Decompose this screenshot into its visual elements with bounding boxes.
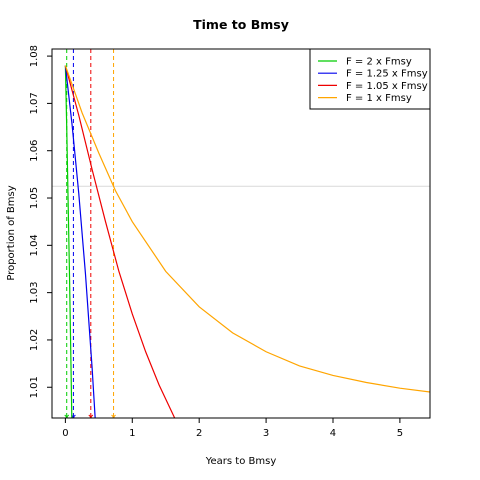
y-tick-label: 1.04 — [29, 234, 40, 256]
series-line-3 — [64, 65, 176, 418]
series-line-1 — [64, 65, 73, 418]
x-tick-label: 1 — [129, 428, 135, 439]
y-tick-label: 1.08 — [29, 45, 40, 67]
y-tick-label: 1.06 — [29, 140, 40, 162]
chart-title: Time to Bmsy — [193, 17, 289, 32]
y-tick-label: 1.03 — [29, 282, 40, 304]
plot-frame — [51, 48, 431, 419]
series-line-4 — [64, 65, 430, 393]
legend-box — [309, 48, 431, 110]
x-axis-label: Years to Bmsy — [205, 456, 277, 467]
time-marker-symbol — [64, 414, 70, 418]
x-tick-label: 0 — [62, 428, 68, 439]
axes: 0 1 2 3 4 5 1.01 1.02 1.03 1.04 1.05 1.06 1.07 1.08 — [29, 45, 403, 439]
x-tick-label: 4 — [330, 428, 336, 439]
x-tick-label: 3 — [263, 428, 269, 439]
series-line-2 — [64, 65, 96, 418]
legend-label: F = 1 x Fmsy — [346, 93, 412, 104]
legend-label: F = 2 x Fmsy — [346, 57, 412, 68]
y-tick-label: 1.01 — [29, 376, 40, 398]
legend-label: F = 1.05 x Fmsy — [346, 81, 428, 92]
plot-area — [52, 49, 430, 418]
legend-label: F = 1.25 x Fmsy — [346, 69, 428, 80]
y-tick-label: 1.02 — [29, 329, 40, 351]
y-tick-label: 1.05 — [29, 187, 40, 209]
x-tick-label: 5 — [397, 428, 403, 439]
x-tick-label: 2 — [196, 428, 202, 439]
y-tick-label: 1.07 — [29, 92, 40, 114]
time-marker-symbol — [88, 414, 94, 418]
y-axis-label: Proportion of Bmsy — [6, 185, 17, 280]
time-marker-symbol — [111, 414, 116, 418]
